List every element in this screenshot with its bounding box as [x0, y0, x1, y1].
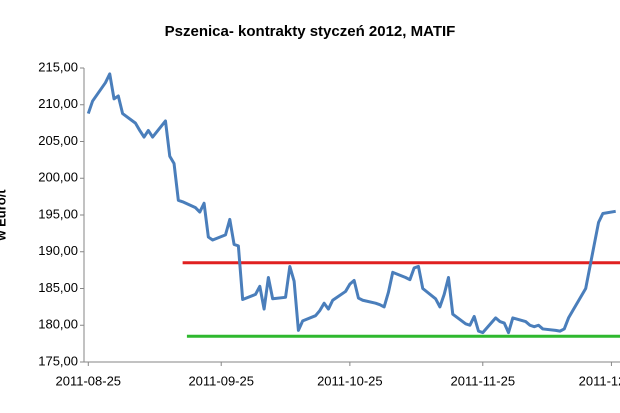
y-tick-label: 215,00 [38, 59, 78, 74]
y-tick-label: 185,00 [38, 280, 78, 295]
chart-title: Pszenica- kontrakty styczeń 2012, MATIF [165, 23, 456, 40]
y-tick-label: 195,00 [38, 206, 78, 221]
y-tick-label: 200,00 [38, 170, 78, 185]
y-tick-label: 175,00 [38, 353, 78, 368]
x-tick-label: 2011-08-25 [56, 373, 122, 388]
y-tick-label: 180,00 [38, 317, 78, 332]
y-tick-label: 205,00 [38, 133, 78, 148]
x-tick-label: 2011-10-25 [317, 373, 383, 388]
y-tick-label: 210,00 [38, 96, 78, 111]
data-line [86, 72, 616, 335]
y-axis-label: w Euro/t [0, 189, 8, 242]
y-tick-label: 190,00 [38, 243, 78, 258]
x-tick-label: 2011-11-25 [450, 373, 515, 388]
x-tick-label: 2011-09-25 [188, 373, 254, 388]
x-tick-label: 2011-12-25 [579, 373, 620, 388]
